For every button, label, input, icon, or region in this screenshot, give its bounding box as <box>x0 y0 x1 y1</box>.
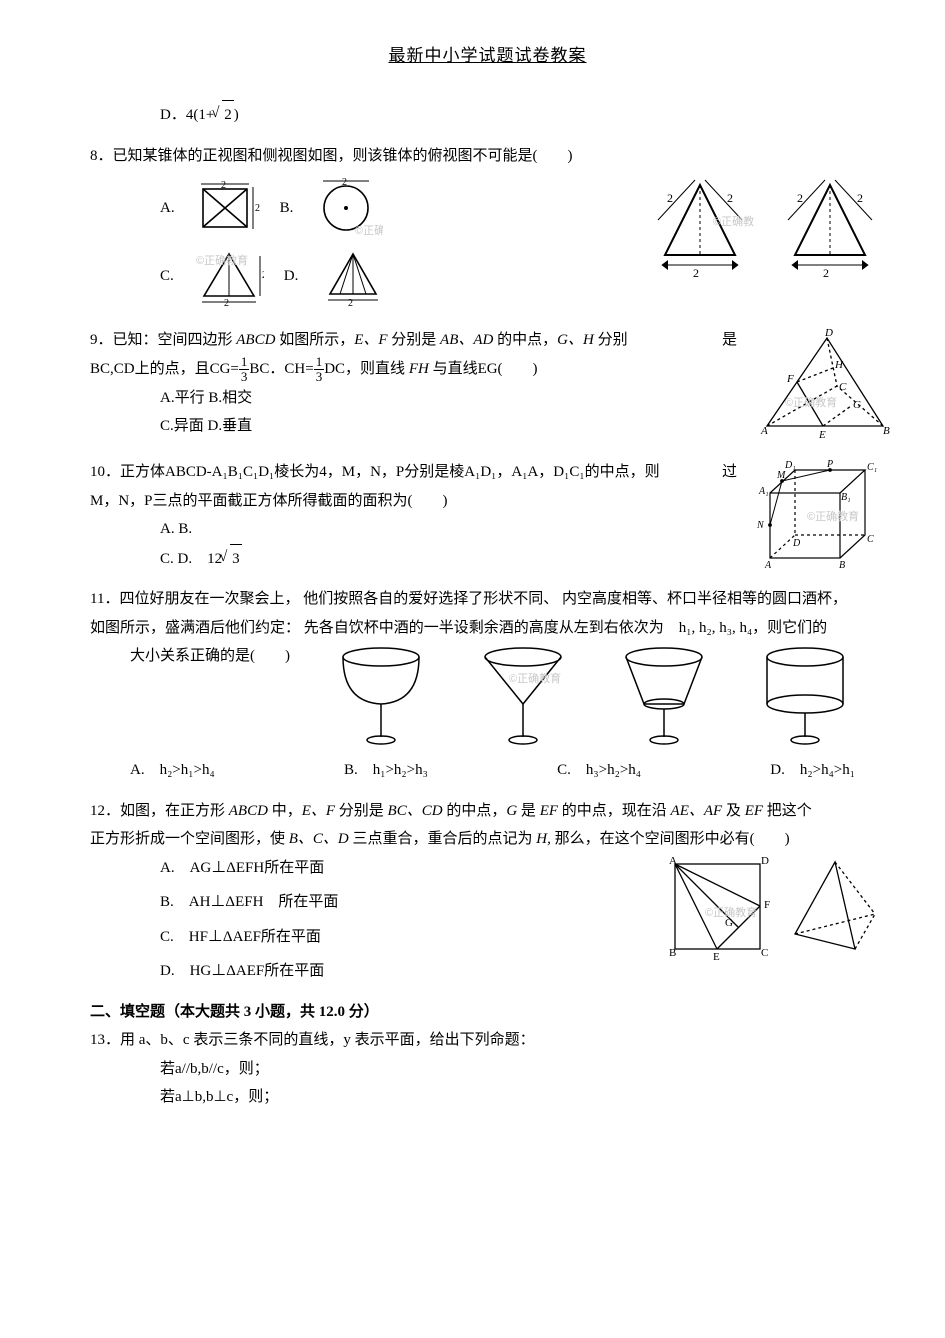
svg-text:C: C <box>867 534 874 545</box>
svg-text:侧视图: 侧视图 <box>815 279 848 280</box>
q11-options: A. h₂>h₁>h₄ B. h₁>h₂>h₃ C. h₃>h₂>h₄ D. h… <box>130 756 855 785</box>
q10-right-word: 过 <box>722 458 737 487</box>
q12-opt-D: D. HG⊥ΔAEF所在平面 <box>160 957 420 986</box>
svg-text:D: D <box>792 538 801 549</box>
svg-text:2: 2 <box>693 266 699 280</box>
q11-opt-A: A. h₂>h₁>h₄ <box>130 756 215 785</box>
q8-opt-A-label: A. <box>160 194 175 223</box>
svg-text:A: A <box>669 855 677 867</box>
page-title: 最新中小学试题试卷教案 <box>90 40 885 72</box>
q13: 13．用 a、b、c 表示三条不同的直线，y 表示平面，给出下列命题： 若a//… <box>90 1026 885 1112</box>
svg-text:©正确教育: ©正确教育 <box>713 214 755 228</box>
svg-text:©正确教育: ©正确教育 <box>807 509 859 523</box>
q11-cups-and-line3: 大小关系正确的是( ) ©正确教育 <box>130 642 855 752</box>
svg-text:E: E <box>713 951 720 963</box>
svg-text:2: 2 <box>262 270 264 281</box>
q13-line3: 若a⊥b,b⊥c，则； <box>160 1083 885 1112</box>
q11-line2: 如图所示，盛满酒后他们约定： 先各自饮杯中酒的一半设剩余酒的高度从左到右依次为 … <box>90 614 885 643</box>
svg-text:2: 2 <box>342 178 347 188</box>
cup4 <box>755 642 855 752</box>
q12-opt-C: C. HF⊥ΔAEF所在平面 <box>160 923 420 952</box>
q12-opt-A: A. AG⊥ΔEFH所在平面 <box>160 854 420 883</box>
q8-right-figures: 2 2 2 正视图 ©正确教育 2 2 2 侧视图 <box>645 170 885 280</box>
cup3 <box>614 642 714 752</box>
q8-opt-B-fig: 2 ©正确教育 <box>313 178 383 238</box>
q8-options-row1: A. 2 2 B. 2 ©正确教育 <box>160 178 625 238</box>
svg-text:C: C <box>839 381 847 393</box>
q7-option-D: D．4(1+2) <box>160 100 885 130</box>
svg-text:正视图: 正视图 <box>685 279 718 280</box>
svg-text:©正确教育: ©正确教育 <box>196 253 248 267</box>
q11-opt-D: D. h₂>h₄>h₁ <box>770 756 855 785</box>
q9-right-word: 是 <box>722 326 737 355</box>
svg-text:C: C <box>761 947 768 959</box>
svg-text:©正确教育: ©正确教育 <box>785 395 837 409</box>
svg-text:2: 2 <box>221 181 226 191</box>
svg-text:2: 2 <box>823 266 829 280</box>
q13-line1: 13．用 a、b、c 表示三条不同的直线，y 表示平面，给出下列命题： <box>90 1026 885 1055</box>
section2-heading: 二、填空题（本大题共 3 小题，共 12.0 分） <box>90 998 885 1027</box>
svg-text:B: B <box>883 425 890 437</box>
svg-text:A: A <box>764 560 772 571</box>
svg-text:D₁: D₁ <box>784 460 796 471</box>
q9-figure: A B C D E F G H ©正确教育 <box>755 326 895 446</box>
svg-text:2: 2 <box>727 191 733 205</box>
svg-text:2: 2 <box>667 191 673 205</box>
q8-opt-D-label: D. <box>284 262 299 291</box>
q8-opt-A-fig: 2 2 <box>195 181 260 236</box>
q12-line1: 12．如图，在正方形 ABCD 中，E、F 分别是 BC、CD 的中点，G 是 … <box>90 797 885 826</box>
svg-text:2: 2 <box>224 298 229 306</box>
svg-text:N: N <box>756 520 765 531</box>
q11-line3: 大小关系正确的是( ) <box>130 642 290 671</box>
q8-options-row2: C. 2 2 ©正确教育 D. 2 <box>160 246 625 306</box>
svg-text:D: D <box>824 327 833 339</box>
cup2: ©正确教育 <box>473 642 573 752</box>
q11-opt-B: B. h₁>h₂>h₃ <box>344 756 428 785</box>
svg-text:C₁: C₁ <box>867 462 877 473</box>
svg-text:D: D <box>761 855 769 867</box>
svg-text:F: F <box>764 899 770 911</box>
q11-opt-C: C. h₃>h₂>h₄ <box>557 756 641 785</box>
svg-text:©正确教育: ©正确教育 <box>355 223 383 237</box>
q12: 12．如图，在正方形 ABCD 中，E、F 分别是 BC、CD 的中点，G 是 … <box>90 797 885 986</box>
q11: 11．四位好朋友在一次聚会上， 他们按照各自的爱好选择了形状不同、 内空高度相等… <box>90 585 885 785</box>
q9: A B C D E F G H ©正确教育 9．已知：空间四边形 ABCD 如图… <box>90 326 885 446</box>
q13-line2: 若a//b,b//c，则； <box>160 1055 885 1084</box>
svg-text:©正确教育: ©正确教育 <box>705 905 757 919</box>
q8-opt-C-label: C. <box>160 262 174 291</box>
q8-opt-B-label: B. <box>280 194 294 223</box>
svg-text:F: F <box>786 373 794 385</box>
svg-text:©正确教育: ©正确教育 <box>509 671 561 685</box>
svg-text:2: 2 <box>797 191 803 205</box>
svg-text:2: 2 <box>348 298 353 306</box>
q8-front-view: 2 2 2 正视图 ©正确教育 <box>645 170 755 280</box>
svg-text:B: B <box>669 947 676 959</box>
svg-text:H: H <box>834 359 844 371</box>
svg-text:A₁: A₁ <box>758 486 769 497</box>
svg-text:B: B <box>839 560 845 571</box>
q12-opt-B: B. AH⊥ΔEFH 所在平面 <box>160 888 420 917</box>
q12-line2: 正方形折成一个空间图形，使 B、C、D 三点重合，重合后的点记为 H, 那么，在… <box>90 825 885 854</box>
svg-text:A: A <box>760 425 768 437</box>
svg-text:E: E <box>818 429 826 441</box>
q10-figure: A B C D A₁ B₁ C₁ D₁ M N P ©正确教育 <box>755 458 885 573</box>
q8-text: 8．已知某锥体的正视图和侧视图如图，则该锥体的俯视图不可能是( ) <box>90 142 885 171</box>
q8-opt-D-fig: 2 <box>318 246 388 306</box>
cup1 <box>331 642 431 752</box>
svg-text:P: P <box>826 459 833 470</box>
svg-text:B₁: B₁ <box>841 492 851 503</box>
q8: 8．已知某锥体的正视图和侧视图如图，则该锥体的俯视图不可能是( ) 2 2 2 … <box>90 142 885 315</box>
q12-options: A. AG⊥ΔEFH所在平面 B. AH⊥ΔEFH 所在平面 C. HF⊥ΔAE… <box>160 854 655 986</box>
svg-text:G: G <box>853 399 861 411</box>
q12-figure: A B C D E F G ©正确教育 <box>665 854 885 964</box>
q11-line1: 11．四位好朋友在一次聚会上， 他们按照各自的爱好选择了形状不同、 内空高度相等… <box>90 585 885 614</box>
q8-side-view: 2 2 2 侧视图 <box>775 170 885 280</box>
svg-text:2: 2 <box>255 203 260 214</box>
svg-text:2: 2 <box>857 191 863 205</box>
svg-text:M: M <box>776 470 786 481</box>
q10: A B C D A₁ B₁ C₁ D₁ M N P ©正确教育 10．正方体AB… <box>90 458 885 573</box>
q8-opt-C-fig: 2 2 ©正确教育 <box>194 246 264 306</box>
